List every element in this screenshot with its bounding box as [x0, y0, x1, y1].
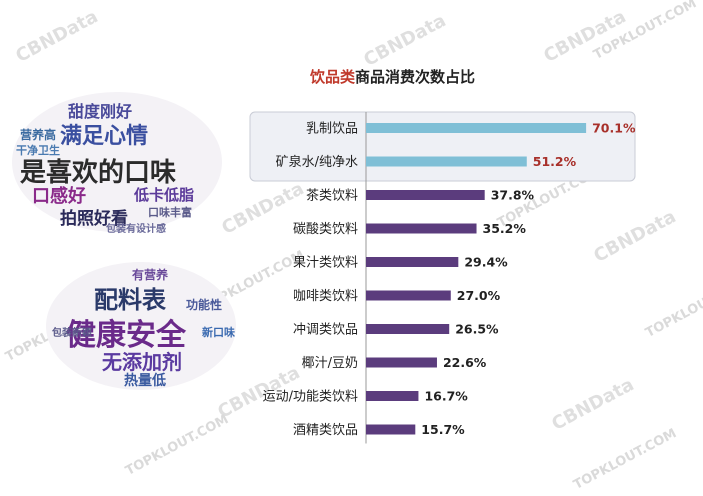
value-label: 37.8% — [491, 188, 535, 203]
cloud-word: 健康安全 — [66, 318, 186, 353]
value-label: 27.0% — [457, 288, 501, 303]
value-label: 16.7% — [424, 389, 468, 404]
bar — [366, 290, 451, 301]
cloud-word: 无添加剂 — [102, 350, 182, 374]
chart-title-rest: 商品消费次数占比 — [355, 68, 476, 86]
category-label: 冲调类饮品 — [293, 323, 358, 338]
bar — [366, 357, 437, 368]
word-cloud-bottom: 有营养 配料表 功能性 健康安全 包装新颖 新口味 无添加剂 热量低 — [46, 262, 236, 390]
value-label: 51.2% — [533, 154, 577, 169]
cloud-word: 甜度刚好 — [68, 102, 133, 121]
cloud-word: 新口味 — [202, 326, 235, 339]
cloud-word: 功能性 — [186, 298, 223, 312]
bar — [366, 257, 459, 267]
chart-title: 饮品类商品消费次数占比 — [310, 66, 475, 87]
cloud-word: 口味丰富 — [148, 206, 192, 219]
category-label: 运动/功能类饮料 — [263, 390, 358, 405]
cloud-word: 是喜欢的口味 — [20, 158, 177, 188]
cloud-word: 配料表 — [94, 286, 166, 314]
bar — [366, 223, 477, 234]
value-label: 26.5% — [455, 322, 499, 337]
value-label: 35.2% — [483, 221, 527, 236]
bar — [366, 123, 587, 133]
value-label: 70.1% — [592, 121, 636, 136]
value-label: 29.4% — [464, 255, 508, 270]
cloud-word: 包装有设计感 — [106, 224, 166, 235]
category-label: 茶类饮料 — [306, 188, 358, 204]
bar — [366, 156, 527, 167]
category-label: 咖啡类饮料 — [293, 289, 358, 304]
cloud-word: 热量低 — [124, 373, 166, 389]
value-label: 22.6% — [443, 355, 487, 370]
category-label: 椰汁/豆奶 — [302, 356, 358, 371]
category-label: 碳酸类饮料 — [293, 222, 358, 237]
cloud-word: 低卡低脂 — [134, 186, 195, 204]
cloud-word: 包装新颖 — [52, 328, 92, 339]
word-cloud-top: 甜度刚好 满足心情 营养高 干净卫生 是喜欢的口味 口感好 低卡低脂 拍照好看 … — [12, 92, 222, 235]
bar — [366, 190, 485, 200]
bar — [366, 324, 450, 334]
cloud-word: 营养高 — [20, 128, 57, 142]
value-label: 15.7% — [421, 422, 465, 437]
cloud-word: 满足心情 — [60, 124, 149, 149]
cloud-word: 拍照好看 — [60, 209, 128, 229]
cloud-word: 有营养 — [132, 268, 169, 282]
chart-title-accent: 饮品类 — [310, 68, 356, 86]
category-label: 酒精类饮品 — [293, 423, 358, 438]
category-label: 矿泉水/纯净水 — [276, 154, 358, 170]
category-label: 果汁类饮料 — [293, 256, 358, 271]
bar — [366, 391, 419, 401]
bar — [366, 424, 416, 435]
cloud-word: 口感好 — [32, 186, 86, 207]
category-label: 乳制饮品 — [306, 122, 358, 137]
cloud-word: 干净卫生 — [16, 144, 60, 157]
